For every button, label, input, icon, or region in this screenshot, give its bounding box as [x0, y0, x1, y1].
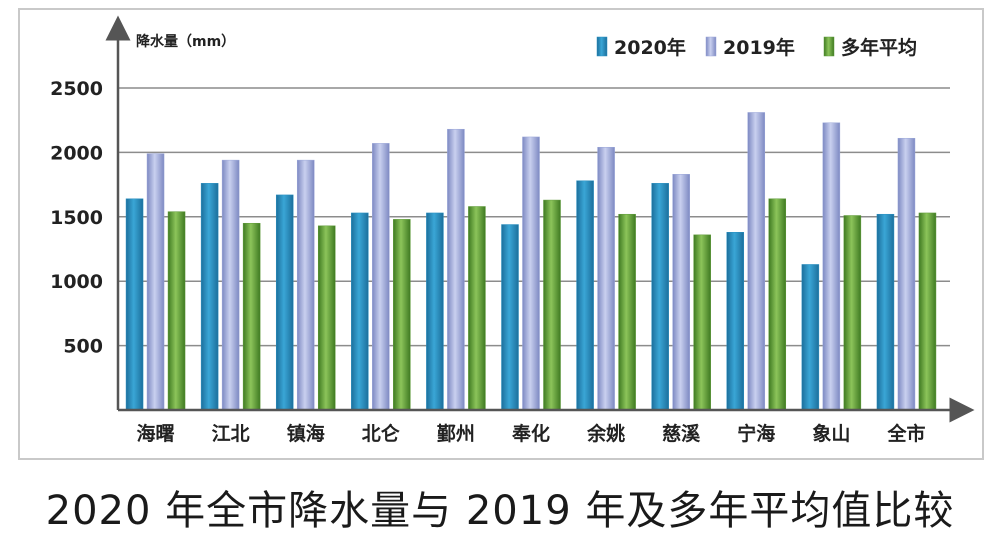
category-label: 镇海 [287, 422, 325, 445]
legend-label: 多年平均 [841, 36, 917, 59]
category-label: 海曙 [137, 422, 175, 445]
bar-2-1 [242, 222, 261, 411]
bar-0-9 [801, 264, 820, 411]
bar-1-9 [822, 122, 841, 411]
bar-1-6 [597, 146, 615, 411]
legend-swatch [705, 36, 717, 57]
category-label: 北仑 [362, 422, 401, 445]
bar-2-10 [918, 212, 937, 411]
bar-0-6 [576, 180, 594, 411]
legend: 2020年 2019年 多年平均 [596, 36, 917, 59]
legend-label: 2020年 [614, 36, 686, 59]
y-tick-label: 500 [63, 336, 103, 358]
bar-0-4 [426, 212, 444, 411]
bar-0-0 [125, 198, 144, 411]
bar-0-10 [876, 213, 895, 411]
bar-1-4 [447, 128, 465, 411]
y-tick-labels: 500 1000 1500 2000 2500 [50, 78, 103, 358]
category-label: 奉化 [511, 422, 550, 445]
bar-1-8 [747, 112, 766, 411]
bar-2-7 [693, 234, 711, 411]
bar-2-9 [843, 215, 862, 411]
bar-2-8 [768, 198, 787, 411]
bar-0-8 [726, 232, 745, 411]
bar-1-3 [372, 143, 390, 411]
y-tick-label: 2000 [50, 142, 103, 164]
bar-1-0 [146, 153, 165, 411]
y-axis-label: 降水量（mm） [136, 33, 235, 50]
category-label: 宁海 [737, 422, 775, 445]
bar-2-2 [317, 225, 336, 411]
bar-1-5 [522, 136, 540, 411]
bar-2-3 [393, 219, 411, 411]
category-label: 鄞州 [437, 422, 475, 445]
category-label: 象山 [812, 422, 850, 445]
legend-swatch [823, 36, 835, 57]
category-label: 余姚 [586, 422, 625, 445]
bar-0-1 [200, 183, 219, 411]
bar-1-10 [897, 137, 916, 411]
bar-0-3 [351, 212, 369, 411]
chart-caption: 2020 年全市降水量与 2019 年及多年平均值比较 [45, 488, 955, 534]
precipitation-bar-chart: 降水量（mm） 500 1000 1500 2000 2500 海曙 江北 镇海 北仑 鄞州 奉化… [50, 15, 975, 445]
category-label: 慈溪 [662, 422, 701, 445]
bars [125, 112, 937, 411]
legend-swatch [596, 36, 608, 57]
bar-2-6 [618, 213, 636, 411]
bar-0-2 [275, 194, 294, 411]
y-tick-label: 2500 [50, 78, 103, 100]
bar-2-4 [468, 206, 486, 411]
bar-2-5 [543, 199, 561, 411]
y-tick-label: 1000 [50, 271, 103, 293]
bar-1-2 [296, 159, 315, 411]
bar-0-5 [501, 224, 519, 411]
category-label: 江北 [212, 423, 250, 445]
y-tick-label: 1500 [50, 207, 103, 229]
bar-0-7 [651, 183, 669, 411]
legend-label: 2019年 [723, 36, 795, 59]
bar-2-0 [167, 211, 186, 411]
category-labels: 海曙 江北 镇海 北仑 鄞州 奉化 余姚 慈溪 宁海 象山 全市 [137, 422, 926, 445]
bar-1-1 [221, 159, 240, 411]
bar-1-7 [672, 174, 690, 411]
category-label: 全市 [886, 422, 925, 445]
